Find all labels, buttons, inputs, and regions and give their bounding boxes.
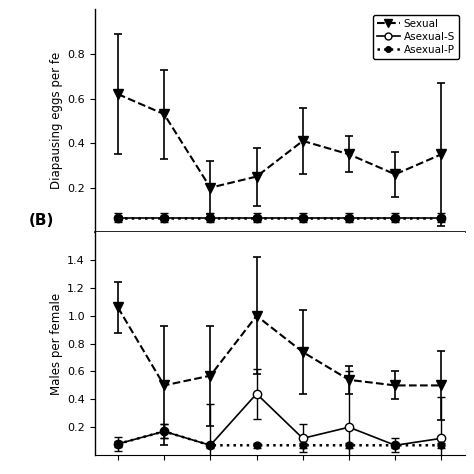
- Y-axis label: Diapausing eggs per fe: Diapausing eggs per fe: [50, 52, 63, 190]
- Legend: Sexual, Asexual-S, Asexual-P: Sexual, Asexual-S, Asexual-P: [373, 15, 459, 59]
- Text: (B): (B): [28, 213, 54, 228]
- Y-axis label: Males per female: Males per female: [50, 292, 63, 395]
